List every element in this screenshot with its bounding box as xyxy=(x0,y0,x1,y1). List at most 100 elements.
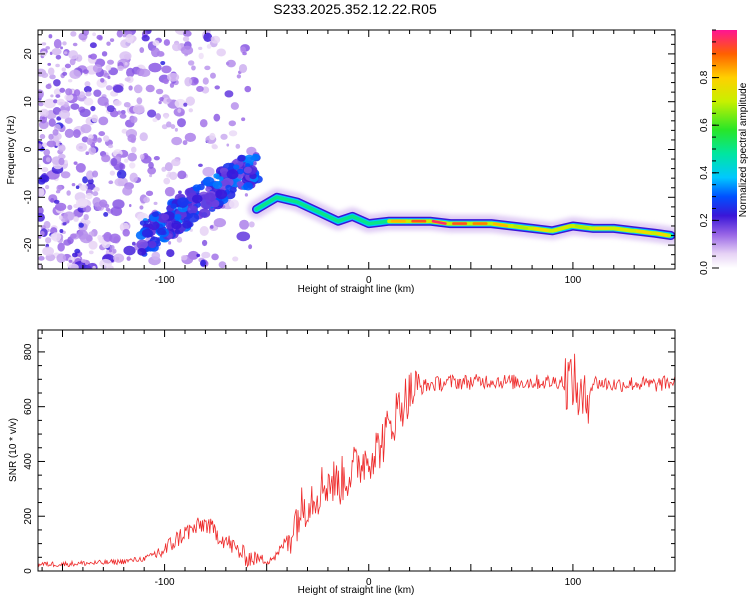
spectrogram-speckle xyxy=(196,253,201,258)
spectrogram-speckle xyxy=(112,84,124,93)
spectrogram-speckle xyxy=(63,51,68,55)
spectrogram-speckle xyxy=(145,190,154,197)
spectrogram-speckle xyxy=(180,254,188,261)
spectrogram-speckle xyxy=(96,34,103,40)
ridge-peak-core xyxy=(533,227,549,233)
spectrogram-speckle xyxy=(88,240,98,250)
spectrogram-speckle xyxy=(53,38,62,49)
spectrogram-speckle xyxy=(184,132,196,143)
spectrogram-speckle xyxy=(109,38,115,43)
spectrogram-speckle xyxy=(149,173,153,178)
spectrogram-speckle xyxy=(71,182,76,187)
x-tick-label: 0 xyxy=(366,577,372,588)
spectrogram-speckle xyxy=(60,106,66,111)
spectrogram-speckle xyxy=(48,118,56,127)
spectrogram-speckle xyxy=(172,42,181,52)
spectrogram-blob xyxy=(187,212,200,223)
spectrogram-speckle xyxy=(248,244,253,250)
spectrogram-speckle xyxy=(72,42,78,47)
spectrogram-speckle xyxy=(151,251,161,261)
spectrogram-speckle xyxy=(178,190,182,194)
spectrogram-speckle xyxy=(55,94,61,98)
spectrogram-speckle xyxy=(86,138,93,146)
spectrogram-speckle xyxy=(176,236,183,243)
spectrogram-speckle xyxy=(45,46,50,50)
spectrogram-speckle xyxy=(169,171,178,181)
spectrogram-speckle xyxy=(55,63,60,68)
spectrogram-blob xyxy=(202,176,215,187)
snr-plot-area xyxy=(38,353,675,568)
x-tick-label: 0 xyxy=(366,275,372,286)
spectrogram-speckle xyxy=(122,228,130,237)
spectrogram-speckle xyxy=(50,198,55,203)
x-tick-label: -100 xyxy=(155,275,175,286)
y-tick-label: 20 xyxy=(23,48,34,60)
spectrogram-speckle xyxy=(47,228,50,232)
spectrogram-speckle xyxy=(39,108,49,118)
spectrogram-speckle xyxy=(177,118,186,128)
spectrogram-speckle xyxy=(59,228,64,234)
spectrogram-speckle xyxy=(132,104,145,114)
spectrogram-speckle xyxy=(97,96,109,107)
spectrogram-speckle xyxy=(110,157,118,167)
spectrogram-speckle xyxy=(174,127,178,132)
spectrogram-blob xyxy=(177,197,189,207)
spectrogram-speckle xyxy=(91,170,99,178)
spectrogram-speckle xyxy=(202,166,215,177)
spectrogram-speckle xyxy=(119,51,132,61)
spectrogram-speckle xyxy=(87,178,94,185)
spectrogram-speckle xyxy=(148,62,162,73)
spectrogram-speckle xyxy=(82,69,89,74)
spectrogram-speckle xyxy=(230,102,239,110)
snr-panel: -100 0 100 0 200 400 600 800 Height of straight… xyxy=(8,329,676,596)
spectrogram-speckle xyxy=(58,109,71,119)
spectrogram-speckle xyxy=(228,120,236,127)
spectrogram-speckle xyxy=(41,142,48,148)
spectrogram-speckle xyxy=(182,36,190,42)
spectrogram-speckle xyxy=(182,30,192,37)
spectrogram-speckle xyxy=(131,241,136,246)
ridge-peak-core xyxy=(615,227,631,233)
spectrogram-speckle xyxy=(147,166,157,175)
spectrogram-blob xyxy=(147,240,157,249)
spectrogram-speckle xyxy=(182,140,188,146)
spectrogram-speckle xyxy=(96,137,102,143)
spectrogram-speckle xyxy=(58,144,66,152)
colorbar-tick-label: 0.4 xyxy=(699,165,710,179)
spectrogram-speckle xyxy=(128,203,132,208)
spectrogram-speckle xyxy=(41,72,49,78)
spectrogram-speckle xyxy=(49,74,56,80)
spectrogram-speckle xyxy=(68,259,73,263)
spectrogram-speckle xyxy=(185,96,195,106)
spectrogram-speckle xyxy=(226,59,236,68)
spectrogram-speckle xyxy=(80,259,87,263)
spectrogram-speckle xyxy=(58,215,63,220)
spectrogram-speckle xyxy=(128,85,133,91)
spectrogram-speckle xyxy=(141,34,150,42)
spectrogram-speckle xyxy=(174,98,187,108)
spectrogram-speckle xyxy=(209,225,214,229)
spectrogram-speckle xyxy=(139,205,144,210)
spectrogram-speckle xyxy=(161,65,172,74)
spectrogram-speckle xyxy=(198,163,203,168)
figure-title: S233.2025.352.12.22.R05 xyxy=(273,1,437,17)
y-tick-label: 200 xyxy=(23,507,34,524)
ridge-peak-core xyxy=(554,224,570,233)
spectrogram-blob xyxy=(215,189,228,200)
spectrogram-speckle xyxy=(92,191,99,197)
spectrogram-speckle xyxy=(48,34,53,39)
spectrogram-speckle xyxy=(79,234,93,244)
spectrogram-speckle xyxy=(70,103,80,110)
spectrogram-speckle xyxy=(44,184,50,190)
spectrogram-blob xyxy=(200,199,213,210)
spectrogram-speckle xyxy=(101,154,111,163)
spectrogram-speckle xyxy=(53,99,58,104)
spectrogram-blob xyxy=(250,155,256,161)
spectrogram-speckle xyxy=(55,190,61,194)
spectrogram-image xyxy=(38,30,675,269)
spectrogram-speckle xyxy=(168,241,172,245)
spectrogram-speckle xyxy=(96,78,108,88)
spectrogram-speckle xyxy=(72,129,81,138)
spectrogram-speckle xyxy=(166,249,175,258)
